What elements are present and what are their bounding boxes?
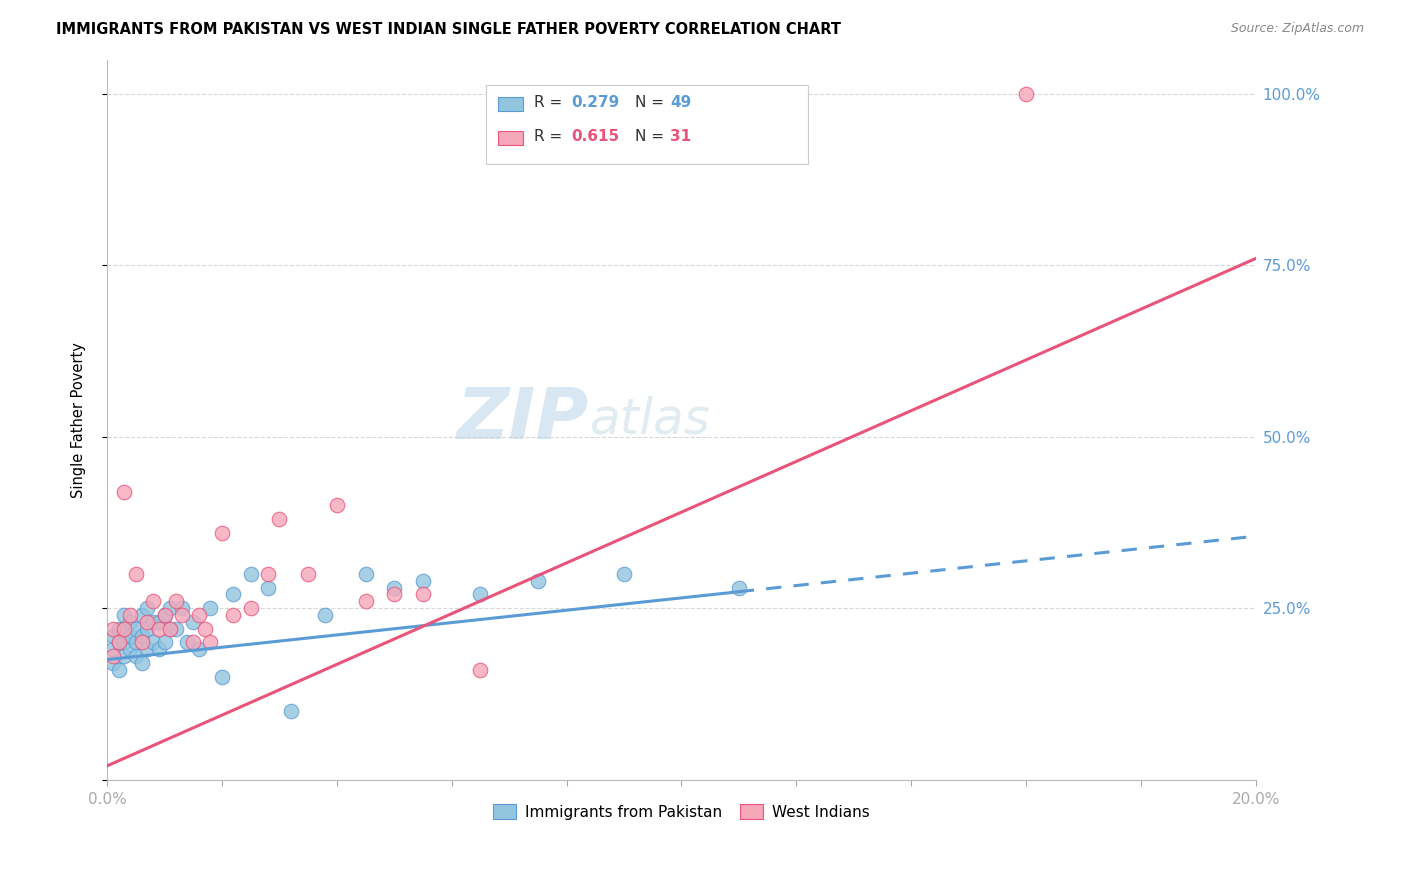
Point [159,601,181,615]
Point [101,656,124,670]
Point [181,615,204,629]
Point [153,607,176,622]
Point [165,594,187,608]
Point [222,607,245,622]
Text: Source: ZipAtlas.com: Source: ZipAtlas.com [1230,22,1364,36]
Point [382,581,405,595]
Point [131,635,153,649]
Point [170,601,193,615]
Point [194,622,217,636]
Point [297,566,319,581]
Legend: Immigrants from Pakistan, West Indians: Immigrants from Pakistan, West Indians [486,798,876,826]
Point [314,607,336,622]
Text: 31: 31 [669,129,692,145]
Text: R =: R = [534,129,568,145]
Text: N =: N = [636,95,669,111]
Point [181,635,204,649]
Point [412,574,434,588]
Point [200,635,222,649]
Point [136,642,159,657]
Point [118,607,141,622]
Point [159,622,181,636]
Text: atlas: atlas [589,396,710,443]
Text: 0.615: 0.615 [571,129,619,145]
Point [125,635,148,649]
Text: R =: R = [534,95,568,111]
Point [354,566,377,581]
Point [107,635,129,649]
Point [118,615,141,629]
Point [153,635,176,649]
Point [1015,87,1038,101]
Text: ZIP: ZIP [457,385,589,454]
Point [118,629,141,643]
Point [112,622,135,636]
FancyBboxPatch shape [498,131,523,145]
Point [131,629,153,643]
Point [131,656,153,670]
FancyBboxPatch shape [498,97,523,112]
Point [142,635,165,649]
Point [176,635,198,649]
Text: 0.279: 0.279 [571,95,620,111]
Point [222,587,245,601]
Point [107,635,129,649]
Point [211,670,233,684]
Point [412,587,434,601]
Point [131,607,153,622]
Point [211,525,233,540]
Point [727,581,749,595]
Text: IMMIGRANTS FROM PAKISTAN VS WEST INDIAN SINGLE FATHER POVERTY CORRELATION CHART: IMMIGRANTS FROM PAKISTAN VS WEST INDIAN … [56,22,841,37]
Point [382,587,405,601]
Text: N =: N = [636,129,669,145]
Point [101,629,124,643]
Point [613,566,636,581]
Point [280,704,302,718]
Point [101,649,124,664]
Point [112,607,135,622]
Point [470,663,492,677]
Point [136,615,159,629]
Point [142,615,165,629]
Point [470,587,492,601]
Point [159,622,181,636]
Point [354,594,377,608]
Point [200,601,222,615]
Point [148,615,170,629]
Point [165,622,187,636]
Y-axis label: Single Father Poverty: Single Father Poverty [72,342,86,498]
Point [527,574,550,588]
Point [239,601,262,615]
Point [118,642,141,657]
Point [170,607,193,622]
Point [136,601,159,615]
FancyBboxPatch shape [486,85,808,164]
Point [125,622,148,636]
Point [148,642,170,657]
Text: 49: 49 [669,95,692,111]
Point [257,566,280,581]
Point [326,498,349,512]
Point [101,642,124,657]
Point [112,649,135,664]
Point [188,642,211,657]
Point [188,607,211,622]
Point [136,622,159,636]
Point [269,512,291,526]
Point [112,635,135,649]
Point [153,607,176,622]
Point [125,566,148,581]
Point [142,594,165,608]
Point [148,622,170,636]
Point [101,622,124,636]
Point [112,622,135,636]
Point [125,649,148,664]
Point [239,566,262,581]
Point [107,663,129,677]
Point [112,484,135,499]
Point [107,622,129,636]
Point [257,581,280,595]
